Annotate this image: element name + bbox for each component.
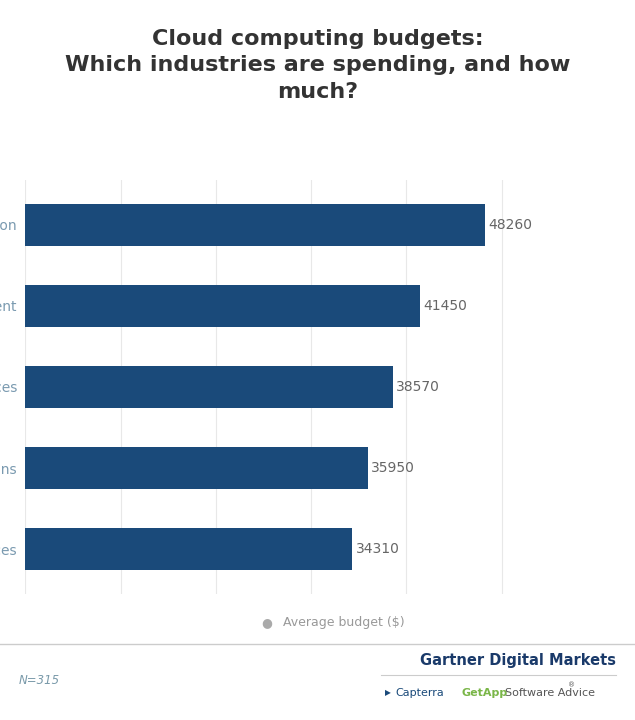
Bar: [25, 284, 420, 327]
Text: 48260: 48260: [488, 217, 532, 232]
Text: GetApp: GetApp: [461, 688, 507, 698]
Bar: [25, 528, 352, 570]
Text: ®: ®: [568, 683, 575, 688]
Text: Capterra: Capterra: [395, 688, 444, 698]
Text: Gartner Digital Markets: Gartner Digital Markets: [420, 654, 616, 668]
Text: ●: ●: [261, 616, 272, 629]
Text: 38570: 38570: [396, 380, 440, 394]
Text: Cloud computing budgets:
Which industries are spending, and how
much?: Cloud computing budgets: Which industrie…: [65, 29, 570, 102]
Text: N=315: N=315: [19, 674, 60, 687]
Bar: [25, 447, 368, 490]
Text: ▶: ▶: [385, 688, 391, 697]
Text: 34310: 34310: [356, 542, 399, 557]
Bar: [25, 204, 485, 246]
Text: 35950: 35950: [371, 462, 415, 475]
Bar: [25, 366, 393, 408]
Text: 41450: 41450: [424, 299, 467, 312]
Text: Software Advice: Software Advice: [505, 688, 596, 698]
Text: Average budget ($): Average budget ($): [283, 616, 404, 629]
